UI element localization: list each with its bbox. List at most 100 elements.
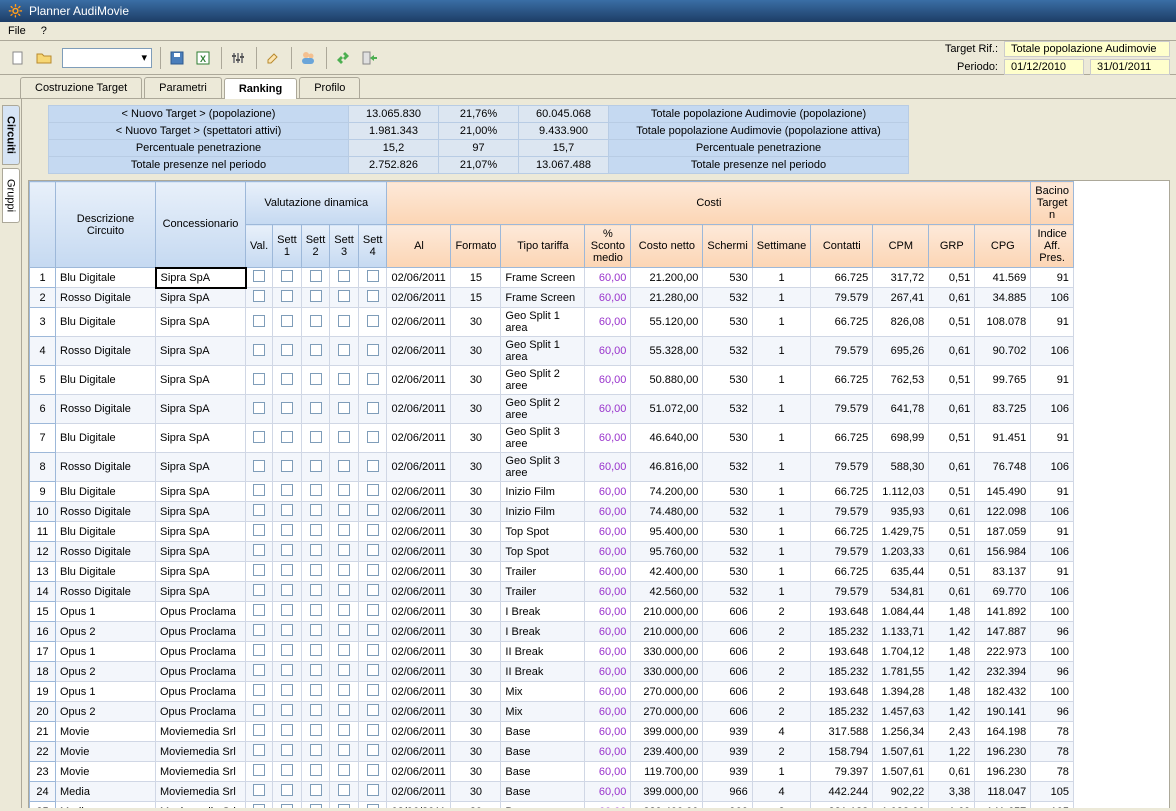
cell-conc[interactable]: Sipra SpA bbox=[156, 268, 246, 288]
cell-sett1-chk[interactable] bbox=[273, 682, 302, 702]
cell-grp[interactable]: 0,61 bbox=[929, 582, 975, 602]
cell-desc[interactable]: Blu Digitale bbox=[56, 562, 156, 582]
menu-help[interactable]: ? bbox=[41, 25, 47, 37]
cell-val-chk[interactable] bbox=[246, 602, 273, 622]
cell-indice[interactable]: 78 bbox=[1031, 762, 1074, 782]
cell-al[interactable]: 02/06/2011 bbox=[387, 337, 451, 366]
cell-sett1-chk[interactable] bbox=[273, 562, 302, 582]
cell-fmt[interactable]: 30 bbox=[451, 642, 501, 662]
cell-sett4-chk[interactable] bbox=[358, 395, 387, 424]
tab-ranking[interactable]: Ranking bbox=[224, 78, 297, 99]
cell-sett3-chk[interactable] bbox=[330, 582, 359, 602]
cell-tipo[interactable]: Base bbox=[501, 722, 585, 742]
cell-cpg[interactable]: 83.137 bbox=[975, 562, 1031, 582]
cell-sett3-chk[interactable] bbox=[330, 742, 359, 762]
cell-val-chk[interactable] bbox=[246, 268, 273, 288]
cell-conc[interactable]: Sipra SpA bbox=[156, 424, 246, 453]
cell-grp[interactable]: 1,48 bbox=[929, 682, 975, 702]
cell-cpm[interactable]: 762,53 bbox=[873, 366, 929, 395]
cell-val-chk[interactable] bbox=[246, 395, 273, 424]
cell-sett2-chk[interactable] bbox=[301, 522, 330, 542]
cell-schermi[interactable]: 532 bbox=[703, 395, 752, 424]
cell-sconto[interactable]: 60,00 bbox=[585, 582, 631, 602]
cell-grp[interactable]: 0,51 bbox=[929, 562, 975, 582]
cell-desc[interactable]: Movie bbox=[56, 742, 156, 762]
cell-desc[interactable]: Rosso Digitale bbox=[56, 337, 156, 366]
cell-grp[interactable]: 0,61 bbox=[929, 337, 975, 366]
cell-grp[interactable]: 0,61 bbox=[929, 453, 975, 482]
cell-desc[interactable]: Rosso Digitale bbox=[56, 395, 156, 424]
cell-indice[interactable]: 91 bbox=[1031, 366, 1074, 395]
cell-indice[interactable]: 96 bbox=[1031, 662, 1074, 682]
cell-sett3-chk[interactable] bbox=[330, 502, 359, 522]
cell-cpm[interactable]: 588,30 bbox=[873, 453, 929, 482]
cell-schermi[interactable]: 606 bbox=[703, 622, 752, 642]
cell-sett3-chk[interactable] bbox=[330, 722, 359, 742]
cell-cpg[interactable]: 190.141 bbox=[975, 702, 1031, 722]
cell-sett4-chk[interactable] bbox=[358, 742, 387, 762]
cell-al[interactable]: 02/06/2011 bbox=[387, 622, 451, 642]
cell-grp[interactable]: 0,51 bbox=[929, 366, 975, 395]
cell-tipo[interactable]: Geo Split 1 area bbox=[501, 337, 585, 366]
cell-grp[interactable]: 0,61 bbox=[929, 288, 975, 308]
cell-sconto[interactable]: 60,00 bbox=[585, 268, 631, 288]
table-row[interactable]: 25MediaMoviemedia Srl02/06/201130Base60,… bbox=[30, 802, 1074, 809]
cell-sconto[interactable]: 60,00 bbox=[585, 562, 631, 582]
cell-settimane[interactable]: 1 bbox=[752, 337, 811, 366]
cell-sconto[interactable]: 60,00 bbox=[585, 622, 631, 642]
data-grid[interactable]: Descrizione Circuito Concessionario Valu… bbox=[29, 181, 1074, 808]
table-row[interactable]: 6Rosso DigitaleSipra SpA02/06/201130Geo … bbox=[30, 395, 1074, 424]
cell-indice[interactable]: 105 bbox=[1031, 802, 1074, 809]
cell-fmt[interactable]: 30 bbox=[451, 602, 501, 622]
cell-settimane[interactable]: 2 bbox=[752, 742, 811, 762]
cell-cpg[interactable]: 122.098 bbox=[975, 502, 1031, 522]
cell-sconto[interactable]: 60,00 bbox=[585, 424, 631, 453]
cell-schermi[interactable]: 532 bbox=[703, 502, 752, 522]
cell-settimane[interactable]: 2 bbox=[752, 622, 811, 642]
cell-cpg[interactable]: 182.432 bbox=[975, 682, 1031, 702]
row-number[interactable]: 18 bbox=[30, 662, 56, 682]
cell-tipo[interactable]: II Break bbox=[501, 642, 585, 662]
cell-grp[interactable]: 1,22 bbox=[929, 742, 975, 762]
cell-desc[interactable]: Blu Digitale bbox=[56, 366, 156, 395]
row-number[interactable]: 7 bbox=[30, 424, 56, 453]
col-valutazione-group[interactable]: Valutazione dinamica bbox=[246, 182, 387, 225]
cell-sett2-chk[interactable] bbox=[301, 366, 330, 395]
cell-sett2-chk[interactable] bbox=[301, 722, 330, 742]
col-sconto[interactable]: % Sconto medio bbox=[585, 225, 631, 268]
cell-sett3-chk[interactable] bbox=[330, 682, 359, 702]
save-button[interactable] bbox=[165, 46, 189, 70]
cell-sett3-chk[interactable] bbox=[330, 602, 359, 622]
cell-settimane[interactable]: 1 bbox=[752, 562, 811, 582]
cell-sett1-chk[interactable] bbox=[273, 288, 302, 308]
cell-sett4-chk[interactable] bbox=[358, 682, 387, 702]
cell-fmt[interactable]: 30 bbox=[451, 542, 501, 562]
cell-cpm[interactable]: 826,08 bbox=[873, 308, 929, 337]
cell-desc[interactable]: Rosso Digitale bbox=[56, 288, 156, 308]
cell-tipo[interactable]: Top Spot bbox=[501, 522, 585, 542]
cell-val-chk[interactable] bbox=[246, 762, 273, 782]
cell-conc[interactable]: Sipra SpA bbox=[156, 482, 246, 502]
cell-sett2-chk[interactable] bbox=[301, 482, 330, 502]
open-button[interactable] bbox=[32, 46, 56, 70]
menu-file[interactable]: File bbox=[8, 25, 26, 37]
cell-settimane[interactable]: 1 bbox=[752, 424, 811, 453]
col-indice[interactable]: Indice Aff. Pres. bbox=[1031, 225, 1074, 268]
cell-val-chk[interactable] bbox=[246, 366, 273, 395]
col-cpg[interactable]: CPG bbox=[975, 225, 1031, 268]
cell-contatti[interactable]: 79.579 bbox=[811, 542, 873, 562]
cell-al[interactable]: 02/06/2011 bbox=[387, 482, 451, 502]
cell-schermi[interactable]: 606 bbox=[703, 642, 752, 662]
cell-costo[interactable]: 330.000,00 bbox=[631, 662, 703, 682]
cell-sett2-chk[interactable] bbox=[301, 395, 330, 424]
cell-settimane[interactable]: 1 bbox=[752, 762, 811, 782]
cell-sett2-chk[interactable] bbox=[301, 308, 330, 337]
cell-sett2-chk[interactable] bbox=[301, 424, 330, 453]
cell-schermi[interactable]: 532 bbox=[703, 337, 752, 366]
row-number[interactable]: 13 bbox=[30, 562, 56, 582]
cell-costo[interactable]: 330.000,00 bbox=[631, 642, 703, 662]
table-row[interactable]: 7Blu DigitaleSipra SpA02/06/201130Geo Sp… bbox=[30, 424, 1074, 453]
cell-settimane[interactable]: 1 bbox=[752, 395, 811, 424]
cell-sett1-chk[interactable] bbox=[273, 702, 302, 722]
col-costo[interactable]: Costo netto bbox=[631, 225, 703, 268]
